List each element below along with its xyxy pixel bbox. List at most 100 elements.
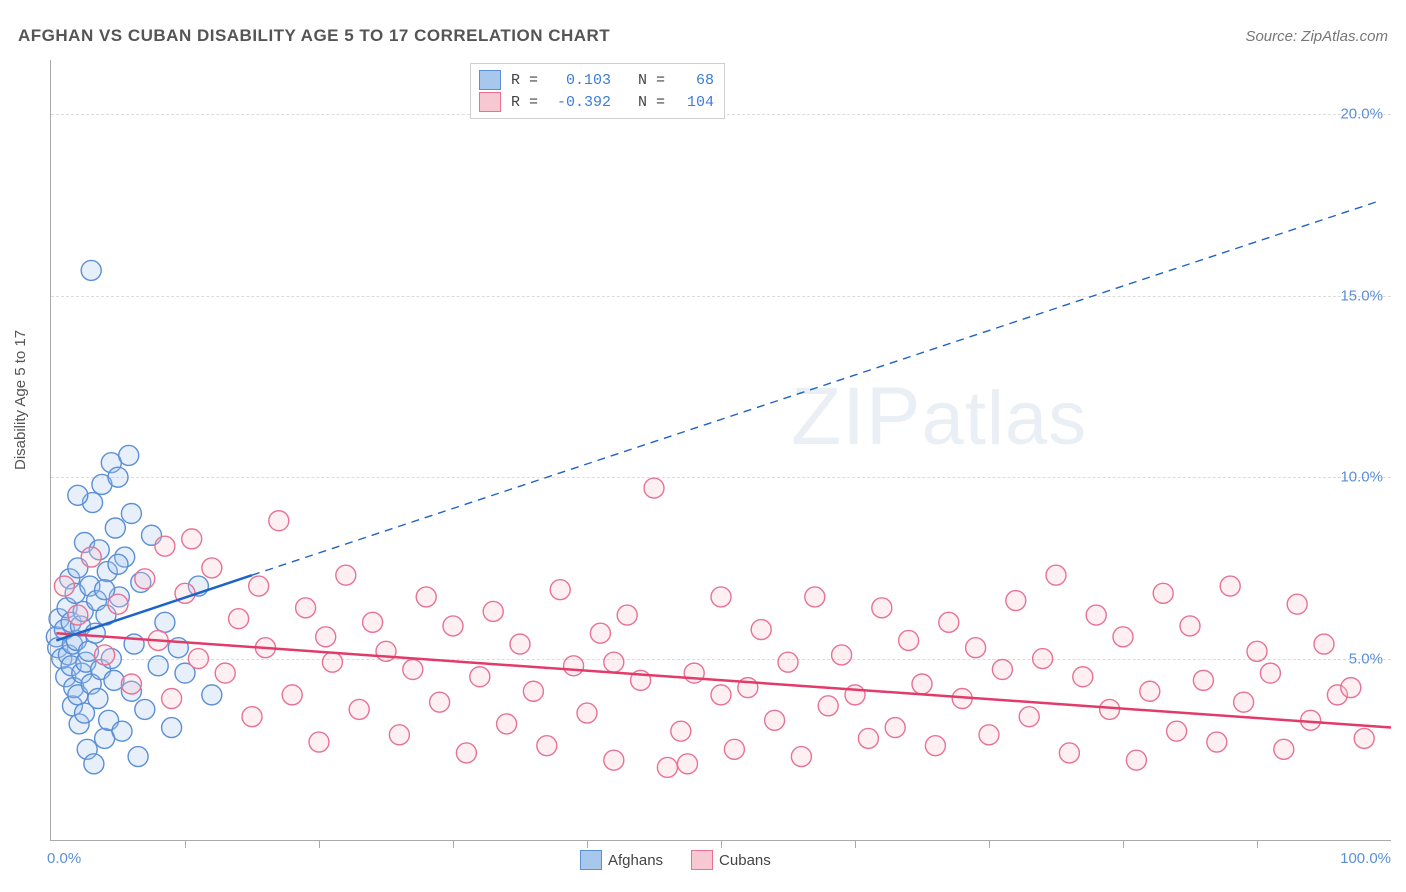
data-point xyxy=(845,685,865,705)
legend-item-afghans: Afghans xyxy=(580,850,663,870)
data-point xyxy=(1153,583,1173,603)
stat-label-n: N = xyxy=(611,72,674,89)
data-point xyxy=(215,663,235,683)
data-point xyxy=(121,503,141,523)
y-tick-label: 20.0% xyxy=(1340,106,1383,123)
data-point xyxy=(188,649,208,669)
data-point xyxy=(470,667,490,687)
stat-r-afghans: 0.103 xyxy=(547,72,611,89)
data-point xyxy=(684,663,704,683)
data-point xyxy=(128,747,148,767)
data-point xyxy=(105,518,125,538)
data-point xyxy=(108,467,128,487)
data-point xyxy=(316,627,336,647)
data-point xyxy=(939,612,959,632)
data-point xyxy=(1207,732,1227,752)
data-point xyxy=(1193,670,1213,690)
data-point xyxy=(202,558,222,578)
data-point xyxy=(711,685,731,705)
y-tick-label: 15.0% xyxy=(1340,287,1383,304)
data-point xyxy=(269,511,289,531)
legend: Afghans Cubans xyxy=(580,850,799,870)
data-point xyxy=(966,638,986,658)
data-point xyxy=(443,616,463,636)
x-tick xyxy=(721,840,722,848)
data-point xyxy=(1086,605,1106,625)
data-point xyxy=(1287,594,1307,614)
scatter-svg xyxy=(51,60,1391,840)
data-point xyxy=(590,623,610,643)
data-point xyxy=(135,699,155,719)
data-point xyxy=(108,554,128,574)
data-point xyxy=(1247,641,1267,661)
data-point xyxy=(119,445,139,465)
data-point xyxy=(155,612,175,632)
data-point xyxy=(497,714,517,734)
data-point xyxy=(363,612,383,632)
data-point xyxy=(1220,576,1240,596)
stat-n-afghans: 68 xyxy=(674,72,714,89)
data-point xyxy=(416,587,436,607)
data-point xyxy=(979,725,999,745)
data-point xyxy=(1126,750,1146,770)
data-point xyxy=(1019,707,1039,727)
data-point xyxy=(751,620,771,640)
data-point xyxy=(121,674,141,694)
data-point xyxy=(376,641,396,661)
data-point xyxy=(84,754,104,774)
x-tick xyxy=(587,840,588,848)
data-point xyxy=(872,598,892,618)
x-tick xyxy=(989,840,990,848)
data-point xyxy=(108,594,128,614)
data-point xyxy=(336,565,356,585)
data-point xyxy=(912,674,932,694)
data-point xyxy=(68,485,88,505)
data-point xyxy=(992,659,1012,679)
data-point xyxy=(1140,681,1160,701)
y-tick-label: 10.0% xyxy=(1340,469,1383,486)
source-credit: Source: ZipAtlas.com xyxy=(1245,28,1388,45)
trendline-afghans-dashed xyxy=(252,201,1378,575)
x-tick xyxy=(1123,840,1124,848)
y-tick-label: 5.0% xyxy=(1349,650,1383,667)
data-point xyxy=(309,732,329,752)
data-point xyxy=(805,587,825,607)
stats-row-cubans: R = -0.392 N = 104 xyxy=(479,91,714,113)
x-tick-label: 0.0% xyxy=(47,850,81,867)
data-point xyxy=(88,689,108,709)
data-point xyxy=(282,685,302,705)
data-point xyxy=(925,736,945,756)
data-point xyxy=(832,645,852,665)
correlation-stats-box: R = 0.103 N = 68 R = -0.392 N = 104 xyxy=(470,63,725,119)
swatch-afghans xyxy=(479,70,501,90)
data-point xyxy=(1260,663,1280,683)
data-point xyxy=(349,699,369,719)
data-point xyxy=(104,670,124,690)
x-tick xyxy=(1257,840,1258,848)
data-point xyxy=(389,725,409,745)
data-point xyxy=(885,718,905,738)
data-point xyxy=(604,652,624,672)
x-tick xyxy=(319,840,320,848)
data-point xyxy=(671,721,691,741)
stat-label-n: N = xyxy=(611,94,674,111)
data-point xyxy=(68,605,88,625)
data-point xyxy=(657,757,677,777)
data-point xyxy=(229,609,249,629)
data-point xyxy=(1354,728,1374,748)
data-point xyxy=(162,689,182,709)
data-point xyxy=(155,536,175,556)
x-tick xyxy=(185,840,186,848)
data-point xyxy=(711,587,731,607)
data-point xyxy=(604,750,624,770)
swatch-cubans xyxy=(479,92,501,112)
data-point xyxy=(322,652,342,672)
data-point xyxy=(523,681,543,701)
data-point xyxy=(1234,692,1254,712)
data-point xyxy=(54,576,74,596)
data-point xyxy=(617,605,637,625)
data-point xyxy=(510,634,530,654)
data-point xyxy=(1341,678,1361,698)
data-point xyxy=(242,707,262,727)
data-point xyxy=(564,656,584,676)
